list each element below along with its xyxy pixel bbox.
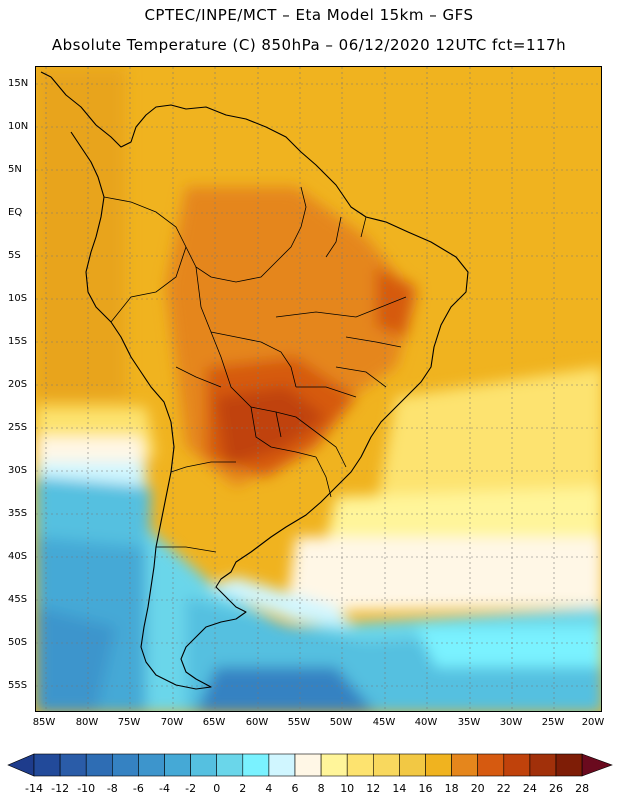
legend-label: -14 xyxy=(25,782,43,795)
lat-label-5n: 5N xyxy=(8,164,22,175)
legend-arrow-max xyxy=(581,753,613,777)
legend-label: 10 xyxy=(340,782,355,795)
legend-cell xyxy=(190,753,218,777)
legend-label: -12 xyxy=(51,782,70,795)
legend-label: 20 xyxy=(470,782,485,795)
legend-label: -6 xyxy=(132,782,144,795)
lat-label-55s: 55S xyxy=(8,680,28,691)
lat-label-eq: EQ xyxy=(8,207,23,218)
chart-title-line-1: CPTEC/INPE/MCT – Eta Model 15km – GFS xyxy=(144,6,474,24)
legend-label: 2 xyxy=(239,782,247,795)
legend-cell xyxy=(164,753,191,777)
legend-label: 0 xyxy=(213,782,221,795)
legend-label: 22 xyxy=(496,782,511,795)
lon-label-25w: 25W xyxy=(541,717,565,728)
legend-cell xyxy=(399,753,426,777)
legend-cell xyxy=(477,753,505,777)
lat-label-30s: 30S xyxy=(8,465,28,476)
lon-label-60w: 60W xyxy=(245,717,269,728)
legend-label: 18 xyxy=(444,782,459,795)
legend-label: 28 xyxy=(575,782,590,795)
legend-cell xyxy=(59,753,87,777)
lon-label-30w: 30W xyxy=(499,717,523,728)
legend-cell xyxy=(372,753,400,777)
legend-label: 4 xyxy=(265,782,273,795)
lat-label-40s: 40S xyxy=(8,551,28,562)
legend-cell xyxy=(85,753,113,777)
legend-arrow-min xyxy=(7,753,35,777)
country-borders xyxy=(103,186,407,553)
lon-label-85w: 85W xyxy=(32,717,56,728)
legend-label: -10 xyxy=(77,782,96,795)
lat-label-45s: 45S xyxy=(8,594,28,605)
lat-label-25s: 25S xyxy=(8,422,28,433)
lat-label-20s: 20S xyxy=(8,379,28,390)
lon-label-75w: 75W xyxy=(117,717,141,728)
lat-label-35s: 35S xyxy=(8,508,28,519)
legend-label: 24 xyxy=(522,782,537,795)
lon-label-40w: 40W xyxy=(414,717,438,728)
temperature-field xyxy=(36,67,601,711)
legend-label: -2 xyxy=(185,782,197,795)
lat-label-50s: 50S xyxy=(8,637,28,648)
color-legend-cells xyxy=(7,753,613,777)
lon-label-70w: 70W xyxy=(160,717,184,728)
lat-label-15n: 15N xyxy=(8,78,29,89)
lon-label-20w: 20W xyxy=(581,717,605,728)
lon-label-35w: 35W xyxy=(457,717,481,728)
temperature-map xyxy=(35,66,602,712)
lat-label-5s: 5S xyxy=(8,250,21,261)
legend-cell xyxy=(242,753,270,777)
legend-cell xyxy=(320,753,348,777)
legend-cell xyxy=(529,753,557,777)
lon-label-50w: 50W xyxy=(329,717,353,728)
legend-label: -8 xyxy=(106,782,118,795)
lat-label-10s: 10S xyxy=(8,293,28,304)
lon-label-45w: 45W xyxy=(372,717,396,728)
legend-cell xyxy=(216,753,244,777)
legend-cell xyxy=(451,753,479,777)
lat-label-10n: 10N xyxy=(8,121,29,132)
coastlines xyxy=(40,71,469,690)
color-legend xyxy=(7,753,613,777)
lon-label-65w: 65W xyxy=(202,717,226,728)
legend-cell xyxy=(503,753,531,777)
lat-label-15s: 15S xyxy=(8,336,28,347)
map-canvas xyxy=(36,67,601,711)
legend-cell xyxy=(138,753,165,777)
legend-label: 26 xyxy=(549,782,563,795)
legend-label: 12 xyxy=(366,782,381,795)
legend-cell xyxy=(294,753,322,777)
legend-cell xyxy=(555,753,583,777)
lon-label-80w: 80W xyxy=(75,717,99,728)
legend-cell xyxy=(346,753,374,777)
legend-label: -4 xyxy=(159,782,170,795)
legend-label: 6 xyxy=(291,782,299,795)
chart-title-line-2: Absolute Temperature (C) 850hPa – 06/12/… xyxy=(51,36,567,54)
legend-cell xyxy=(268,753,296,777)
lon-label-55w: 55W xyxy=(287,717,311,728)
legend-label: 14 xyxy=(392,782,407,795)
legend-label: 8 xyxy=(317,782,325,795)
legend-cell xyxy=(425,753,452,777)
legend-label: 16 xyxy=(418,782,433,795)
legend-cell xyxy=(33,753,61,777)
legend-cell xyxy=(112,753,139,777)
